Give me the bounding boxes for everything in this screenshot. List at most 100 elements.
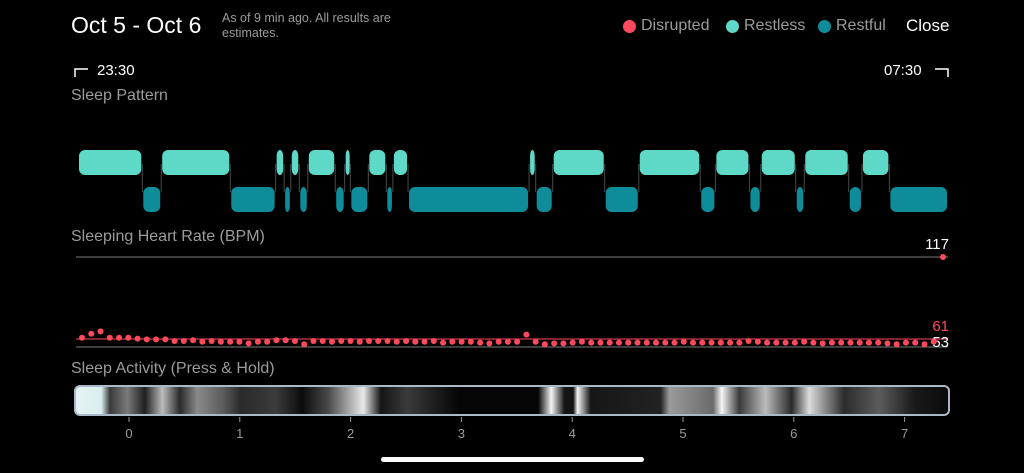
heart-rate-point	[625, 339, 632, 346]
heart-rate-point	[588, 339, 595, 346]
heart-rate-point	[782, 339, 789, 346]
heart-rate-point	[615, 339, 622, 346]
restless-segment	[639, 150, 700, 175]
heart-rate-chart[interactable]: 117 61 53	[0, 230, 1024, 355]
heart-rate-point	[875, 339, 882, 346]
heart-rate-point	[393, 338, 400, 345]
heart-rate-point	[291, 338, 298, 344]
heart-rate-point	[236, 338, 243, 345]
heart-rate-point	[403, 338, 410, 344]
heart-rate-point	[264, 338, 271, 345]
heart-rate-point	[171, 338, 178, 344]
heart-rate-point	[134, 335, 141, 342]
home-indicator[interactable]	[381, 457, 644, 462]
max-value: 117	[925, 236, 949, 253]
heart-rate-point	[384, 338, 391, 344]
heart-rate-point	[828, 339, 835, 346]
restless-segment	[276, 150, 284, 175]
heart-rate-point	[764, 339, 771, 346]
heart-rate-point	[921, 341, 928, 348]
heart-rate-point	[708, 339, 715, 346]
heart-rate-point	[430, 338, 437, 344]
heart-rate-point	[199, 338, 206, 345]
heart-rate-point	[884, 340, 891, 347]
heart-rate-point	[773, 339, 780, 346]
restful-segment	[387, 187, 392, 212]
axis-tick-label: 6	[790, 426, 797, 441]
restful-segment	[849, 187, 861, 212]
heart-rate-point	[893, 341, 900, 348]
heart-rate-point	[791, 339, 798, 346]
heart-rate-label: Sleeping Heart Rate (BPM)	[71, 228, 265, 245]
heart-rate-point	[162, 336, 169, 343]
heart-rate-point	[902, 339, 909, 346]
heart-rate-point	[143, 336, 150, 343]
disrupted-dot-icon	[623, 19, 636, 33]
axis-tick-label: 5	[679, 426, 686, 441]
restless-segment	[369, 150, 386, 175]
legend-restless: Restless	[726, 16, 805, 36]
restful-segment	[605, 187, 638, 212]
heart-rate-point	[227, 338, 234, 345]
heart-rate-point	[865, 339, 872, 346]
heart-rate-point	[190, 337, 197, 344]
heart-rate-point	[801, 338, 808, 345]
heart-rate-point	[458, 338, 465, 345]
legend-restful: Restful	[818, 16, 886, 36]
heart-rate-point	[217, 338, 224, 345]
end-time: 07:30	[884, 62, 922, 79]
restless-segment	[805, 150, 848, 175]
heart-rate-point	[819, 340, 826, 347]
heart-rate-point	[838, 339, 845, 346]
heart-rate-point	[514, 338, 521, 345]
heart-rate-point	[106, 334, 113, 341]
heart-rate-point	[88, 330, 95, 337]
heart-rate-point	[578, 338, 585, 345]
restful-segment	[536, 187, 552, 212]
heart-rate-point	[125, 334, 132, 341]
restless-segment	[345, 150, 350, 175]
axis-tick-label: 0	[125, 426, 132, 441]
sleep-activity-label: Sleep Activity (Press & Hold)	[71, 360, 275, 377]
heart-rate-point	[532, 338, 539, 345]
heart-rate-point	[245, 340, 252, 347]
heart-rate-point	[254, 338, 261, 345]
restful-dot-icon	[818, 19, 831, 33]
sleep-pattern-chart[interactable]	[0, 140, 1024, 220]
legend-label: Restful	[836, 17, 886, 34]
heart-rate-point	[421, 338, 428, 345]
heart-rate-point	[412, 338, 419, 345]
sleep-activity-bar[interactable]	[74, 385, 950, 416]
heart-rate-point	[551, 340, 558, 347]
heart-rate-point	[153, 336, 160, 343]
heart-rate-point	[606, 339, 613, 346]
restless-segment	[761, 150, 795, 175]
restful-segment	[409, 187, 529, 212]
legend-disrupted: Disrupted	[623, 16, 709, 36]
heart-rate-point	[597, 339, 604, 346]
sleep-pattern-label: Sleep Pattern	[71, 87, 168, 104]
end-bracket-icon	[935, 68, 949, 77]
heart-rate-point	[116, 334, 123, 341]
heart-rate-point	[523, 331, 530, 338]
heart-rate-point	[699, 339, 706, 346]
restless-segment	[716, 150, 749, 175]
restful-segment	[285, 187, 290, 212]
heart-rate-point	[634, 339, 641, 346]
page-title: Oct 5 - Oct 6	[71, 12, 202, 38]
restless-segment	[291, 150, 299, 175]
heart-rate-point	[754, 338, 761, 345]
close-button[interactable]: Close	[906, 16, 950, 35]
heart-rate-point	[301, 341, 308, 348]
heart-rate-point	[347, 338, 354, 344]
restless-segment	[79, 150, 142, 175]
sleep-activity-chart[interactable]: 0 1 2 3 4 5 6 7	[0, 380, 1024, 444]
axis-tick-label: 3	[458, 426, 465, 441]
axis-tick-label: 1	[236, 426, 243, 441]
restless-dot-icon	[726, 19, 739, 33]
heart-rate-point	[856, 339, 863, 346]
heart-rate-point	[690, 339, 697, 346]
restless-segment	[308, 150, 335, 175]
restful-segment	[300, 187, 307, 212]
restful-segment	[750, 187, 760, 212]
